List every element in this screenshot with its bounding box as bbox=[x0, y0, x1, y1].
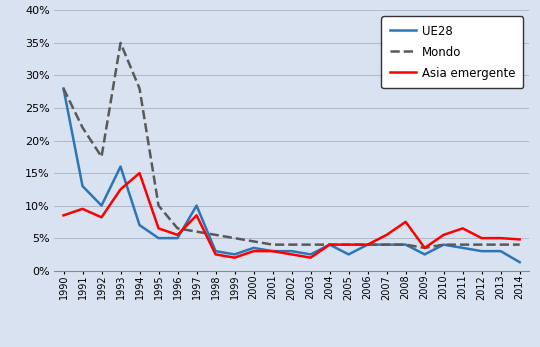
Asia emergente bbox=[288, 252, 295, 256]
Mondo bbox=[60, 86, 67, 91]
Mondo bbox=[497, 243, 504, 247]
Asia emergente bbox=[402, 220, 409, 224]
UE28 bbox=[460, 246, 466, 250]
Asia emergente bbox=[497, 236, 504, 240]
Mondo bbox=[117, 41, 124, 45]
Asia emergente bbox=[383, 233, 390, 237]
Asia emergente bbox=[269, 249, 276, 253]
Legend: UE28, Mondo, Asia emergente: UE28, Mondo, Asia emergente bbox=[381, 16, 523, 88]
Mondo bbox=[98, 155, 105, 159]
UE28 bbox=[193, 203, 200, 208]
Mondo bbox=[460, 243, 466, 247]
Asia emergente bbox=[156, 226, 162, 230]
UE28 bbox=[136, 223, 143, 227]
Line: Asia emergente: Asia emergente bbox=[64, 173, 519, 257]
Asia emergente bbox=[364, 243, 371, 247]
Line: UE28: UE28 bbox=[64, 88, 519, 262]
Mondo bbox=[288, 243, 295, 247]
Mondo bbox=[212, 233, 219, 237]
Asia emergente bbox=[117, 187, 124, 192]
Line: Mondo: Mondo bbox=[64, 43, 519, 248]
Asia emergente bbox=[60, 213, 67, 218]
Asia emergente bbox=[478, 236, 485, 240]
Mondo bbox=[383, 243, 390, 247]
UE28 bbox=[516, 260, 523, 264]
Mondo bbox=[174, 226, 181, 230]
UE28 bbox=[326, 243, 333, 247]
UE28 bbox=[307, 252, 314, 256]
Asia emergente bbox=[307, 255, 314, 260]
Mondo bbox=[251, 239, 257, 244]
UE28 bbox=[117, 164, 124, 169]
UE28 bbox=[497, 249, 504, 253]
UE28 bbox=[60, 86, 67, 91]
UE28 bbox=[421, 252, 428, 256]
Mondo bbox=[478, 243, 485, 247]
Asia emergente bbox=[460, 226, 466, 230]
UE28 bbox=[174, 236, 181, 240]
Mondo bbox=[346, 243, 352, 247]
Mondo bbox=[421, 246, 428, 250]
Mondo bbox=[402, 243, 409, 247]
Mondo bbox=[441, 243, 447, 247]
Asia emergente bbox=[441, 233, 447, 237]
UE28 bbox=[156, 236, 162, 240]
UE28 bbox=[441, 243, 447, 247]
UE28 bbox=[383, 243, 390, 247]
Asia emergente bbox=[326, 243, 333, 247]
Asia emergente bbox=[79, 207, 86, 211]
UE28 bbox=[288, 249, 295, 253]
Asia emergente bbox=[193, 213, 200, 218]
UE28 bbox=[251, 246, 257, 250]
Asia emergente bbox=[174, 233, 181, 237]
UE28 bbox=[402, 243, 409, 247]
Asia emergente bbox=[251, 249, 257, 253]
Asia emergente bbox=[346, 243, 352, 247]
Mondo bbox=[79, 126, 86, 130]
Mondo bbox=[193, 230, 200, 234]
Asia emergente bbox=[421, 246, 428, 250]
Mondo bbox=[231, 236, 238, 240]
Asia emergente bbox=[212, 252, 219, 256]
Mondo bbox=[307, 243, 314, 247]
UE28 bbox=[478, 249, 485, 253]
Mondo bbox=[136, 86, 143, 91]
Asia emergente bbox=[136, 171, 143, 175]
Mondo bbox=[516, 243, 523, 247]
UE28 bbox=[269, 249, 276, 253]
UE28 bbox=[79, 184, 86, 188]
UE28 bbox=[231, 252, 238, 256]
Asia emergente bbox=[231, 255, 238, 260]
Asia emergente bbox=[98, 215, 105, 219]
UE28 bbox=[346, 252, 352, 256]
Mondo bbox=[269, 243, 276, 247]
Asia emergente bbox=[516, 237, 523, 242]
Mondo bbox=[156, 203, 162, 208]
UE28 bbox=[98, 203, 105, 208]
Mondo bbox=[326, 243, 333, 247]
UE28 bbox=[212, 249, 219, 253]
UE28 bbox=[364, 243, 371, 247]
Mondo bbox=[364, 243, 371, 247]
